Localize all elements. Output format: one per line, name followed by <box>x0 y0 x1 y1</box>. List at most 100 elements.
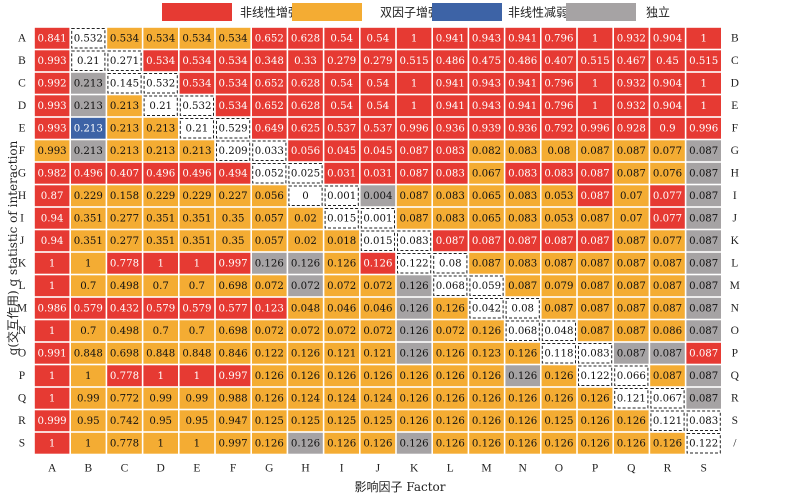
heatmap-cell <box>288 230 323 252</box>
heatmap-cell <box>577 275 613 297</box>
cell-value: 1 <box>157 258 163 269</box>
cell-value: 0.087 <box>617 258 646 269</box>
heatmap-cell <box>650 207 685 229</box>
row-label: Q <box>18 392 27 404</box>
heatmap-cell <box>433 410 468 432</box>
cell-value: 0.087 <box>472 258 501 269</box>
cell-value: 0.083 <box>508 168 537 179</box>
right-row-label: / <box>733 437 737 449</box>
cell-value: 0.121 <box>363 348 392 359</box>
cell-value: 0.126 <box>544 371 573 382</box>
heatmap-cell <box>288 320 323 342</box>
heatmap-cell <box>433 230 468 252</box>
heatmap-cell <box>143 207 178 229</box>
heatmap-cell <box>469 432 504 454</box>
column-label: S <box>700 463 706 475</box>
cell-value: 0.083 <box>436 191 465 202</box>
heatmap-cell <box>433 342 468 364</box>
heatmap-cell <box>469 140 504 162</box>
heatmap-cell <box>686 432 721 454</box>
cell-value: 0.939 <box>472 123 501 134</box>
heatmap-cell <box>686 297 721 319</box>
heatmap-cell <box>324 72 359 94</box>
heatmap-cell <box>433 185 468 207</box>
cell-value: 0.087 <box>653 371 682 382</box>
heatmap-cell <box>324 207 359 229</box>
heatmap-cell <box>469 252 504 274</box>
heatmap-cell <box>541 27 577 49</box>
heatmap-cell <box>686 365 721 387</box>
cell-value: 0.083 <box>508 213 537 224</box>
heatmap-cell <box>252 95 287 117</box>
row-label: L <box>18 280 25 292</box>
heatmap-cell <box>288 27 323 49</box>
column-label: G <box>265 463 273 475</box>
cell-value: 0.056 <box>255 191 284 202</box>
diagonal-cell-border <box>397 230 432 251</box>
cell-value: 1 <box>700 78 706 89</box>
heatmap-cell <box>614 140 649 162</box>
heatmap-cell <box>650 117 685 139</box>
cell-value: 0.999 <box>38 416 67 427</box>
cell-value: 0.498 <box>110 326 139 337</box>
cell-value: 0.057 <box>255 213 284 224</box>
cell-value: 1 <box>700 33 706 44</box>
cell-value: 0.993 <box>38 146 67 157</box>
heatmap-cell <box>143 275 178 297</box>
column-label: M <box>481 463 491 475</box>
heatmap-cell <box>577 95 613 117</box>
heatmap-cell <box>143 252 178 274</box>
cell-value: 0.126 <box>508 371 537 382</box>
heatmap-cell <box>324 95 359 117</box>
heatmap-cell <box>288 297 323 319</box>
heatmap-cell <box>396 230 432 252</box>
diagonal-cell-border <box>578 343 613 364</box>
cell-value: 0.126 <box>400 303 429 314</box>
cell-value: 0.004 <box>363 191 392 202</box>
diagonal-cell-border <box>288 163 323 184</box>
heatmap-cell <box>179 252 215 274</box>
cell-value: 0.072 <box>363 326 392 337</box>
heatmap-cell <box>288 72 323 94</box>
cell-value: 0.042 <box>472 303 501 314</box>
heatmap-cell <box>650 50 685 72</box>
y-axis-label: q(交互作用) q statistic of interaction <box>5 140 20 355</box>
heatmap-cell <box>107 275 142 297</box>
cell-value: 0.077 <box>653 213 682 224</box>
x-axis-label: 影响因子 Factor <box>355 479 446 494</box>
cell-value: 0.941 <box>508 101 537 112</box>
heatmap-cell <box>469 95 504 117</box>
cell-value: 0.7 <box>189 326 205 337</box>
cell-value: 0.045 <box>363 146 392 157</box>
heatmap-cell <box>360 230 396 252</box>
cell-value: 0.015 <box>363 236 392 247</box>
cell-value: 0.213 <box>74 123 103 134</box>
cell-value: 0.496 <box>74 168 103 179</box>
heatmap-cell <box>215 207 251 229</box>
cell-value: 0.087 <box>581 281 610 292</box>
heatmap-cell <box>324 297 359 319</box>
heatmap-cell <box>179 410 215 432</box>
heatmap-cell <box>34 207 70 229</box>
right-row-label: R <box>731 392 739 404</box>
heatmap-cell <box>396 72 432 94</box>
heatmap-cell <box>107 387 142 409</box>
heatmap-cell <box>577 342 613 364</box>
heatmap-cell <box>614 95 649 117</box>
cell-value: 0.534 <box>182 56 211 67</box>
heatmap-cell <box>577 387 613 409</box>
cell-value: 0.652 <box>255 33 284 44</box>
heatmap-cell <box>505 432 540 454</box>
column-label: K <box>410 463 419 475</box>
heatmap-cell <box>650 140 685 162</box>
heatmap-cell <box>541 207 577 229</box>
heatmap-cell <box>252 27 287 49</box>
cell-value: 0.053 <box>544 213 573 224</box>
row-label: B <box>18 55 26 67</box>
heatmap-cell <box>577 252 613 274</box>
heatmap-cell <box>215 252 251 274</box>
cell-value: 0.126 <box>291 438 320 449</box>
cell-value: 0.628 <box>291 101 320 112</box>
heatmap-cell <box>469 230 504 252</box>
row-label: O <box>18 347 26 359</box>
